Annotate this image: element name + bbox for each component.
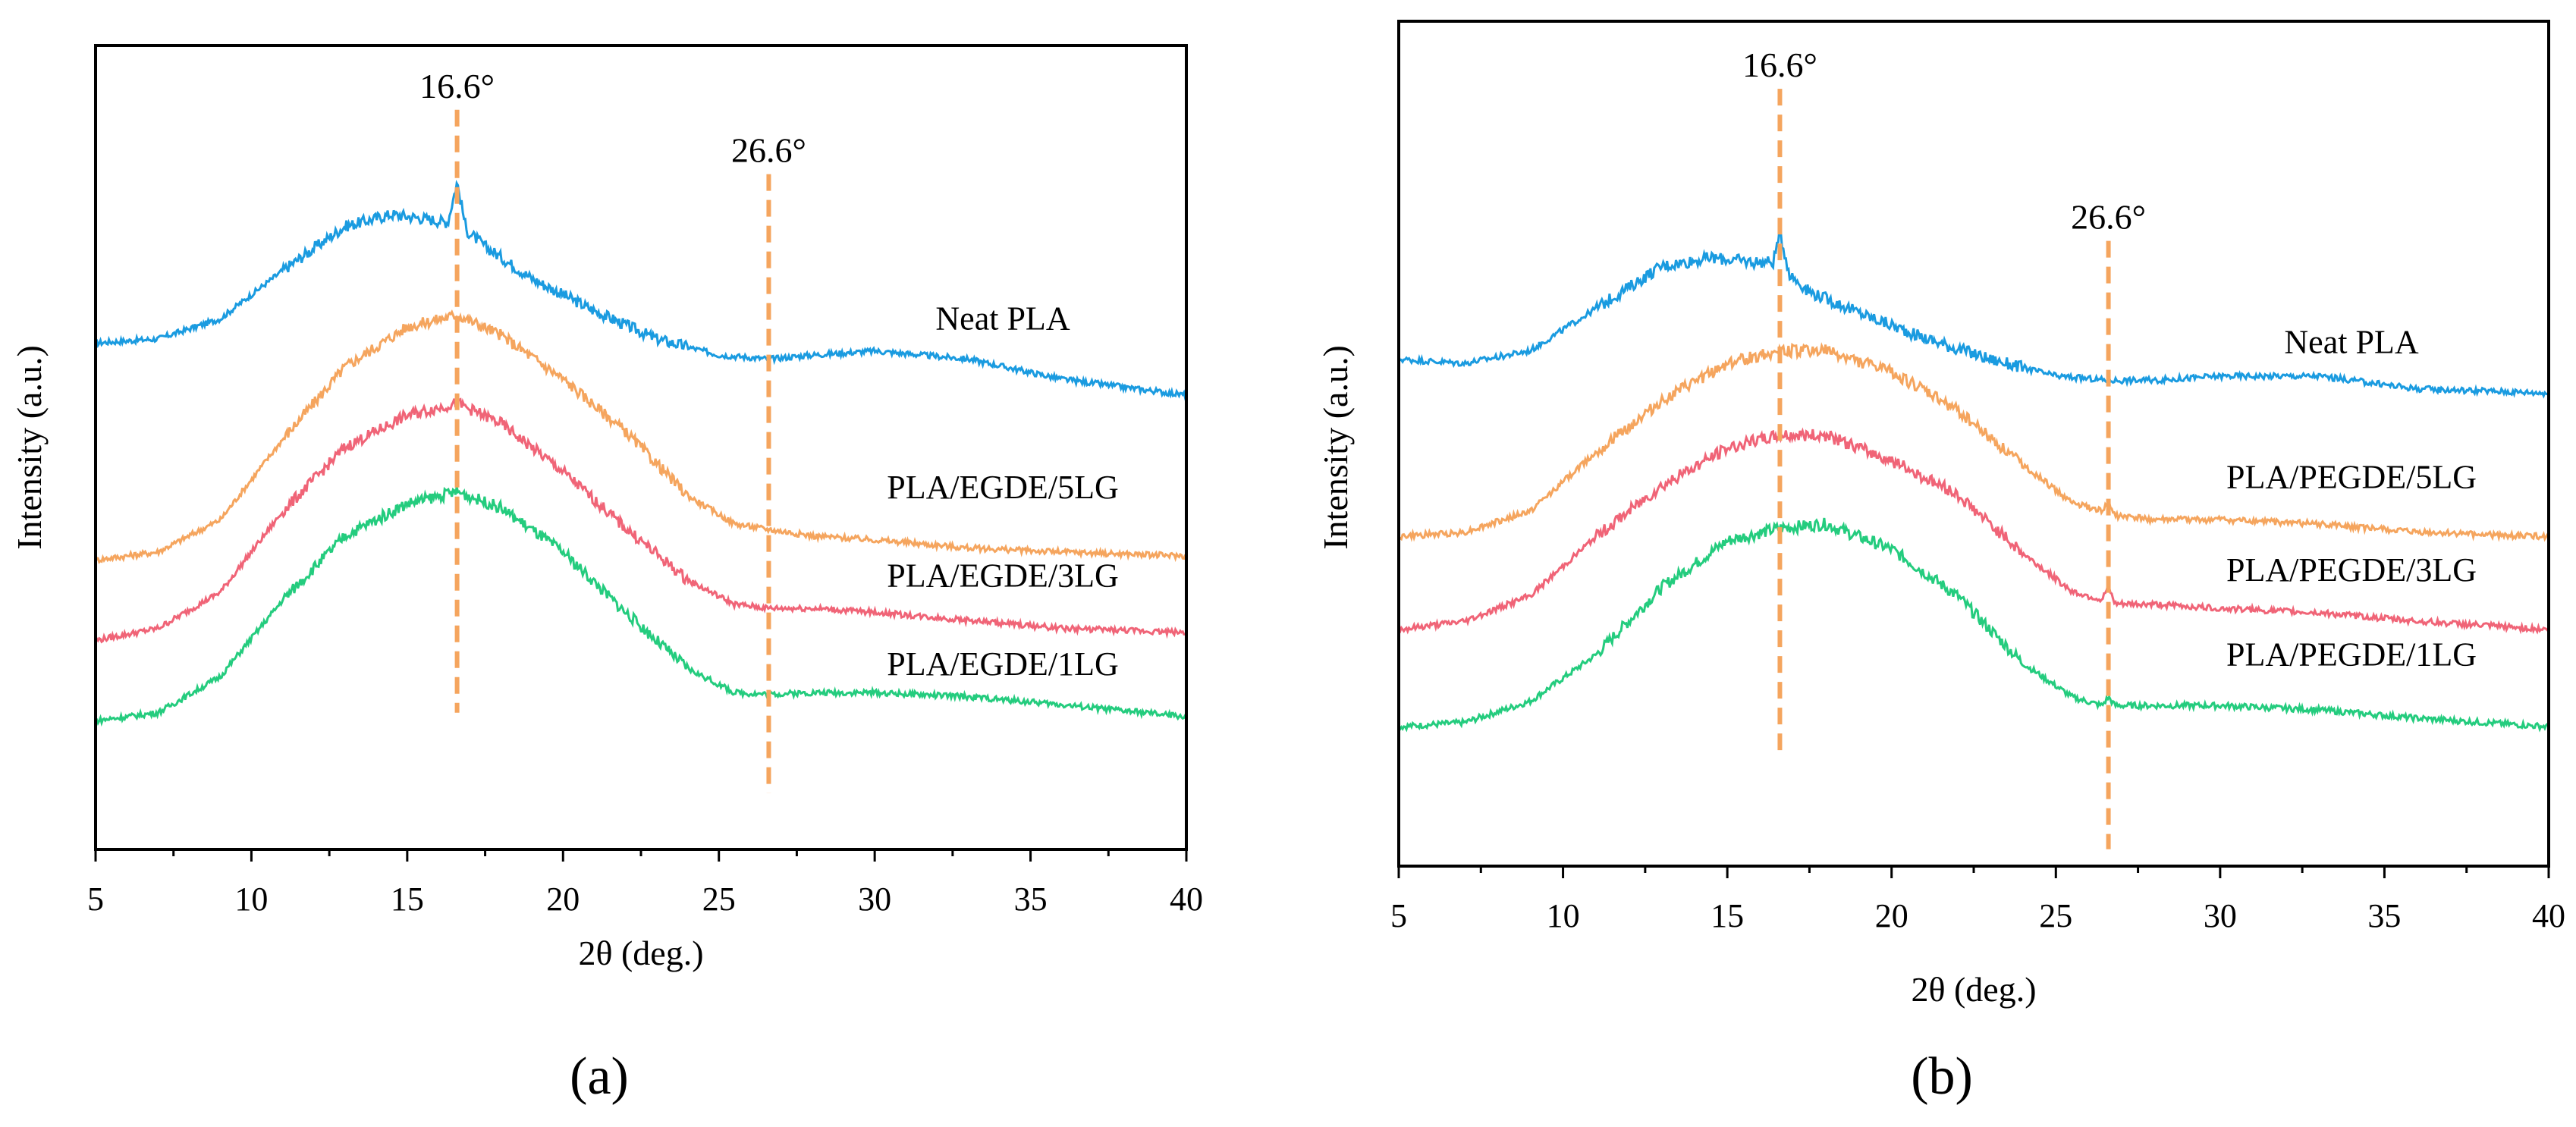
x-tick-label: 15 (391, 881, 424, 918)
series-label-pegde-5lg: PLA/PEGDE/5LG (2226, 459, 2477, 496)
x-ticks-b (1397, 866, 2550, 878)
series-label-egde-1lg: PLA/EGDE/1LG (887, 645, 1119, 683)
panel-label-a: (a) (570, 1047, 629, 1106)
series-line-lg3 (94, 397, 1187, 644)
x-tick-label: 10 (1547, 897, 1580, 934)
series-line-neat (95, 179, 1188, 401)
y-axis-title-a: Intensity (a.u.) (10, 345, 49, 550)
series-labels-a: Neat PLA PLA/EGDE/5LG PLA/EGDE/3LG PLA/E… (887, 300, 1119, 683)
marker-label-16-6: 16.6° (1742, 46, 1817, 84)
x-tick-label: 5 (87, 881, 104, 918)
panel-label-b: (b) (1911, 1047, 1973, 1106)
x-tick-label: 20 (1875, 897, 1908, 934)
x-tick-label: 25 (702, 881, 736, 918)
x-tick-label: 10 (234, 881, 268, 918)
marker-label-26-6: 26.6° (2071, 198, 2146, 237)
x-tick-label: 30 (2204, 897, 2237, 934)
marker-label-16-6: 16.6° (419, 67, 495, 105)
x-tick-label: 5 (1390, 897, 1407, 934)
series-line-lg1 (1397, 517, 2550, 733)
marker-label-26-6: 26.6° (731, 131, 806, 170)
y-axis-title-b: Intensity (a.u.) (1316, 345, 1355, 550)
series-label-pegde-1lg: PLA/PEGDE/1LG (2226, 636, 2477, 673)
marker-labels-b: 16.6° 26.6° (1742, 46, 2146, 237)
x-tick-label: 40 (1170, 881, 1203, 918)
series-line-lg5 (1398, 342, 2549, 542)
series-line-lg3 (1398, 427, 2550, 635)
chart-panel-a: 5 10 15 20 25 30 35 40 16.6° 26.6° Neat … (10, 44, 1203, 1106)
x-tick-label: 15 (1711, 897, 1744, 934)
series-label-egde-5lg: PLA/EGDE/5LG (887, 469, 1119, 506)
marker-labels-a: 16.6° 26.6° (419, 67, 806, 170)
x-tick-label: 20 (546, 881, 580, 918)
series-label-pegde-3lg: PLA/PEGDE/3LG (2226, 551, 2477, 589)
x-tick-label: 35 (2367, 897, 2401, 934)
x-tick-labels-b: 5 10 15 20 25 30 35 40 (1390, 897, 2565, 934)
plot-area-a (94, 109, 1188, 793)
x-tick-labels-a: 5 10 15 20 25 30 35 40 (87, 881, 1203, 918)
x-tick-label: 35 (1014, 881, 1048, 918)
chart-panel-b: 5 10 15 20 25 30 35 40 16.6° 26.6° Neat … (1316, 20, 2565, 1106)
series-label-egde-3lg: PLA/EGDE/3LG (887, 557, 1119, 595)
x-axis-title-a: 2θ (deg.) (578, 934, 703, 972)
series-line-neat (1397, 228, 2549, 399)
plot-area-b (1397, 89, 2550, 849)
series-labels-b: Neat PLA PLA/PEGDE/5LG PLA/PEGDE/3LG PLA… (2226, 323, 2477, 673)
series-line-lg1 (95, 486, 1188, 727)
series-label-neat-pla: Neat PLA (2284, 323, 2418, 360)
x-tick-label: 25 (2039, 897, 2072, 934)
x-tick-label: 30 (858, 881, 891, 918)
axes-frame-b (1397, 20, 2550, 868)
series-line-lg5 (94, 309, 1187, 564)
x-ticks-a (94, 849, 1188, 862)
x-tick-label: 40 (2532, 897, 2565, 934)
x-axis-title-b: 2θ (deg.) (1911, 970, 2036, 1009)
series-label-neat-pla: Neat PLA (935, 300, 1070, 337)
